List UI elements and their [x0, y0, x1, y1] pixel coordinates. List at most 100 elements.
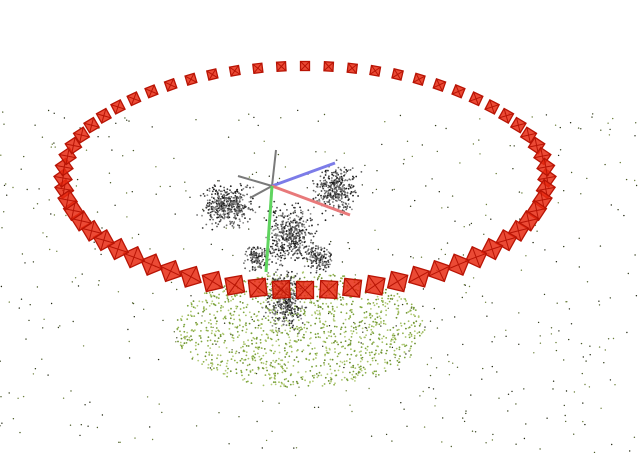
ground-point [392, 332, 395, 335]
ground-point [288, 355, 291, 358]
ground-point [315, 317, 318, 320]
object-point [293, 229, 296, 232]
object-point [272, 242, 274, 245]
object-point [238, 199, 241, 201]
object-point [291, 229, 293, 231]
object-point [310, 266, 312, 269]
scatter-point [0, 360, 1, 362]
ground-point [386, 349, 388, 352]
ground-point [382, 322, 385, 325]
ground-point [219, 335, 222, 338]
ground-point [317, 304, 320, 307]
ground-point [414, 309, 417, 311]
scatter-point [552, 388, 554, 390]
ground-point [331, 305, 334, 308]
object-point [201, 214, 203, 217]
object-point [285, 249, 287, 252]
ground-point [371, 331, 374, 334]
object-point [286, 215, 289, 218]
scatter-point [251, 318, 253, 321]
object-point [352, 200, 354, 203]
object-point [241, 198, 244, 201]
object-point [266, 278, 269, 281]
scatter-point [184, 181, 186, 183]
scatter-point [51, 143, 53, 145]
scatter-point [298, 386, 300, 388]
object-point [323, 250, 325, 253]
ground-point [290, 287, 293, 290]
scatter-point [577, 127, 580, 129]
object-point [343, 171, 345, 173]
object-point [237, 207, 240, 210]
object-point [280, 214, 282, 217]
camera-frustum-icon [319, 279, 339, 300]
scatter-point [89, 401, 91, 403]
ground-point [176, 328, 179, 330]
object-point [310, 232, 313, 235]
ground-point [344, 318, 347, 321]
scatter-point [434, 124, 437, 127]
scatter-point [82, 345, 85, 347]
object-point [274, 255, 277, 258]
object-point [283, 226, 286, 228]
ground-point [387, 297, 389, 300]
scatter-point [131, 302, 134, 304]
ground-point [300, 310, 302, 312]
scatter-point [279, 276, 281, 278]
ground-point [371, 359, 374, 362]
scatter-point [361, 184, 363, 186]
object-point [282, 313, 284, 316]
scatter-point [183, 248, 185, 250]
ground-point [394, 354, 397, 356]
scatter-point [364, 322, 366, 325]
object-point [216, 225, 218, 228]
ground-point [327, 363, 330, 365]
object-point [218, 206, 221, 209]
object-point [214, 222, 217, 224]
ground-point [277, 363, 280, 365]
scatter-point [515, 443, 517, 445]
object-point [297, 247, 300, 249]
object-point [288, 301, 291, 304]
ground-point [368, 314, 371, 317]
scatter-point [580, 193, 582, 195]
ground-point [378, 323, 381, 326]
object-point [249, 186, 251, 189]
ground-point [333, 383, 335, 386]
object-point [275, 248, 277, 251]
object-point [287, 253, 290, 256]
ground-point [220, 307, 222, 309]
scatter-point [34, 368, 37, 370]
object-point [331, 182, 334, 184]
ground-point [253, 313, 256, 315]
ground-point [251, 298, 254, 301]
object-point [325, 171, 327, 174]
object-point [213, 210, 216, 213]
object-point [320, 190, 323, 192]
scatter-point [17, 397, 19, 399]
ground-point [372, 302, 375, 304]
object-point [290, 257, 293, 259]
scatter-point [317, 406, 320, 408]
object-point [298, 237, 301, 240]
scatter-point [101, 414, 104, 416]
ground-point [384, 302, 387, 304]
ground-point [273, 319, 275, 321]
ground-point [349, 296, 352, 299]
ground-point [280, 324, 283, 327]
ground-point [380, 310, 383, 312]
ground-point [205, 308, 208, 311]
ground-point [366, 345, 369, 348]
ground-point [251, 357, 254, 360]
object-point [295, 256, 298, 259]
object-point [349, 192, 352, 195]
object-point [207, 212, 210, 215]
scatter-point [84, 404, 86, 406]
object-point [324, 219, 327, 222]
object-point [241, 215, 244, 218]
ground-point [316, 376, 319, 379]
scatter-point [306, 260, 309, 263]
ground-point [258, 324, 261, 327]
